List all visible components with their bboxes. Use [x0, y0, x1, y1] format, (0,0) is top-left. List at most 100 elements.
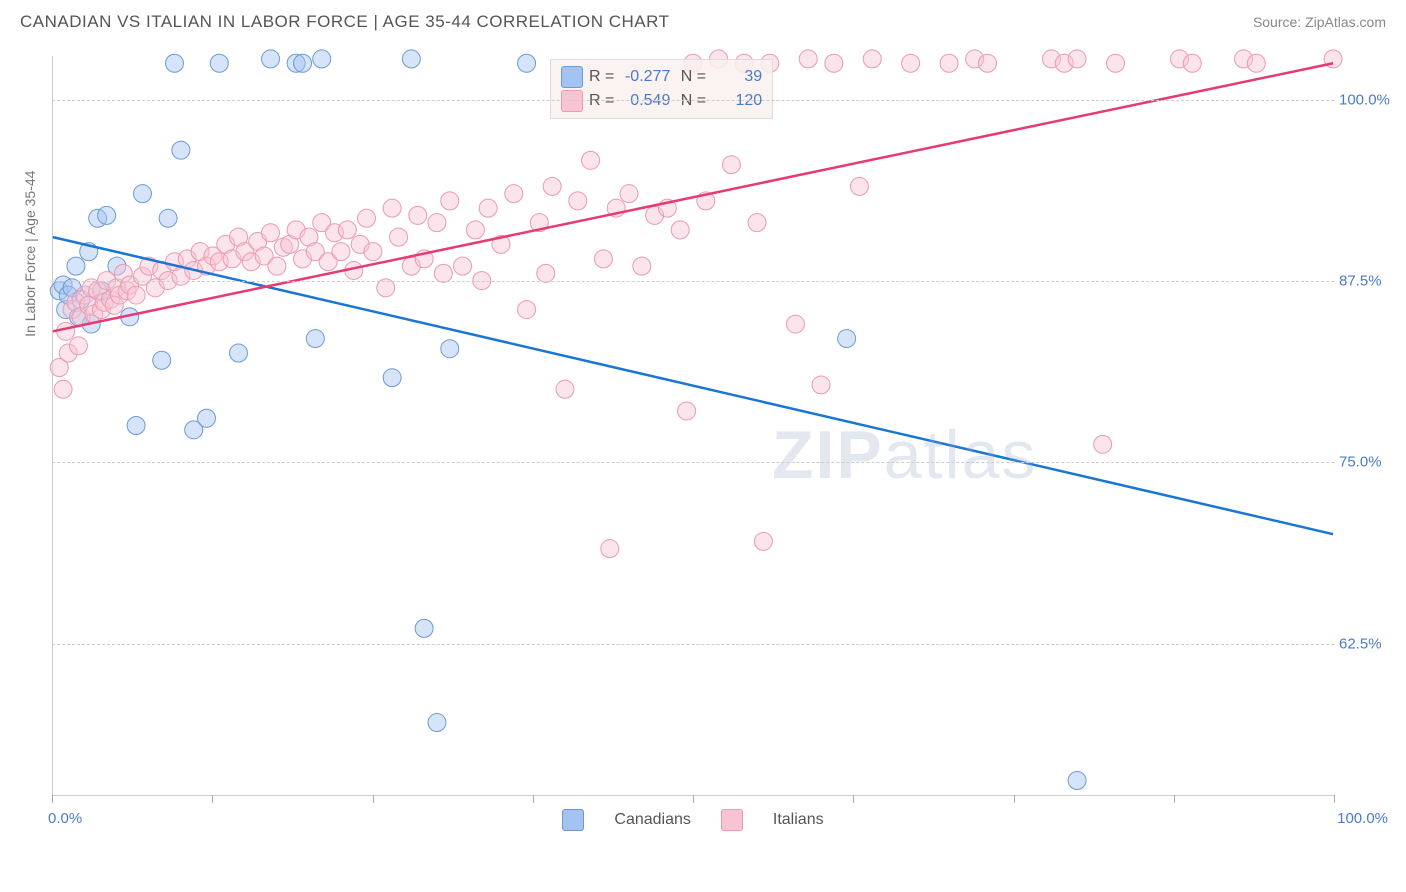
x-tick — [853, 795, 854, 803]
scatter-point — [812, 376, 830, 394]
stats-row-italians: R = 0.549 N = 120 — [561, 90, 762, 112]
scatter-point — [54, 380, 72, 398]
scatter-point — [754, 532, 772, 550]
y-tick-label: 87.5% — [1339, 272, 1394, 289]
scatter-point — [594, 250, 612, 268]
scatter-point — [1183, 54, 1201, 72]
y-tick-label: 100.0% — [1339, 91, 1394, 108]
scatter-point — [505, 185, 523, 203]
scatter-point — [479, 199, 497, 217]
scatter-point — [338, 221, 356, 239]
scatter-point — [390, 228, 408, 246]
stats-r-label: R = — [589, 68, 614, 86]
swatch-canadians — [561, 66, 583, 88]
scatter-point — [441, 340, 459, 358]
scatter-point — [518, 301, 536, 319]
scatter-point — [364, 243, 382, 261]
scatter-point — [268, 257, 286, 275]
x-tick — [373, 795, 374, 803]
y-axis-label: In Labor Force | Age 35-44 — [22, 171, 38, 337]
scatter-point — [67, 257, 85, 275]
x-tick — [52, 795, 53, 803]
x-tick — [212, 795, 213, 803]
scatter-point — [722, 156, 740, 174]
scatter-point — [556, 380, 574, 398]
x-tick — [693, 795, 694, 803]
scatter-point — [902, 54, 920, 72]
legend-bottom: Canadians Italians — [52, 809, 1334, 831]
scatter-point — [454, 257, 472, 275]
scatter-point — [153, 351, 171, 369]
scatter-point — [127, 417, 145, 435]
scatter-point — [383, 369, 401, 387]
scatter-point — [601, 540, 619, 558]
scatter-point — [57, 322, 75, 340]
scatter-point — [863, 50, 881, 68]
stats-n-label: N = — [676, 68, 706, 86]
x-tick — [1174, 795, 1175, 803]
scatter-point — [159, 209, 177, 227]
scatter-point — [198, 409, 216, 427]
scatter-point — [978, 54, 996, 72]
scatter-point — [434, 264, 452, 282]
scatter-point — [294, 54, 312, 72]
scatter-point — [133, 185, 151, 203]
scatter-point — [262, 224, 280, 242]
scatter-point — [210, 54, 228, 72]
scatter-point — [838, 330, 856, 348]
scatter-point — [786, 315, 804, 333]
gridline — [52, 100, 1334, 101]
stats-r-canadians: -0.277 — [620, 68, 670, 86]
scatter-point — [1247, 54, 1265, 72]
stats-r-label: R = — [589, 92, 614, 110]
scatter-point — [98, 206, 116, 224]
scatter-point — [409, 206, 427, 224]
gridline — [52, 281, 1334, 282]
x-tick — [533, 795, 534, 803]
scatter-point — [582, 151, 600, 169]
y-tick-label: 62.5% — [1339, 635, 1394, 652]
scatter-point — [166, 54, 184, 72]
gridline — [52, 644, 1334, 645]
scatter-point — [1068, 50, 1086, 68]
legend-swatch-italians — [721, 809, 743, 831]
scatter-point — [671, 221, 689, 239]
scatter-point — [537, 264, 555, 282]
scatter-svg — [52, 56, 1334, 795]
source-attribution: Source: ZipAtlas.com — [1253, 14, 1386, 30]
scatter-point — [428, 714, 446, 732]
scatter-point — [569, 192, 587, 210]
scatter-point — [358, 209, 376, 227]
scatter-point — [850, 177, 868, 195]
x-axis-max-label: 100.0% — [1337, 810, 1388, 827]
scatter-point — [1107, 54, 1125, 72]
scatter-point — [69, 337, 87, 355]
scatter-point — [172, 141, 190, 159]
scatter-point — [1094, 435, 1112, 453]
y-tick-label: 75.0% — [1339, 454, 1394, 471]
scatter-point — [127, 286, 145, 304]
scatter-point — [633, 257, 651, 275]
scatter-point — [415, 619, 433, 637]
legend-label-italians: Italians — [773, 811, 824, 829]
scatter-point — [332, 243, 350, 261]
scatter-point — [543, 177, 561, 195]
gridline — [52, 462, 1334, 463]
scatter-point — [428, 214, 446, 232]
scatter-point — [518, 54, 536, 72]
stats-n-canadians: 39 — [712, 68, 762, 86]
scatter-point — [940, 54, 958, 72]
x-tick — [1014, 795, 1015, 803]
x-axis-min-label: 0.0% — [48, 810, 82, 827]
scatter-point — [262, 50, 280, 68]
scatter-point — [383, 199, 401, 217]
stats-r-italians: 0.549 — [620, 92, 670, 110]
legend-swatch-canadians — [562, 809, 584, 831]
stats-n-italians: 120 — [712, 92, 762, 110]
stats-legend-box: R = -0.277 N = 39 R = 0.549 N = 120 — [550, 59, 773, 119]
scatter-point — [230, 344, 248, 362]
scatter-point — [313, 50, 331, 68]
scatter-point — [306, 330, 324, 348]
swatch-italians — [561, 90, 583, 112]
scatter-point — [441, 192, 459, 210]
